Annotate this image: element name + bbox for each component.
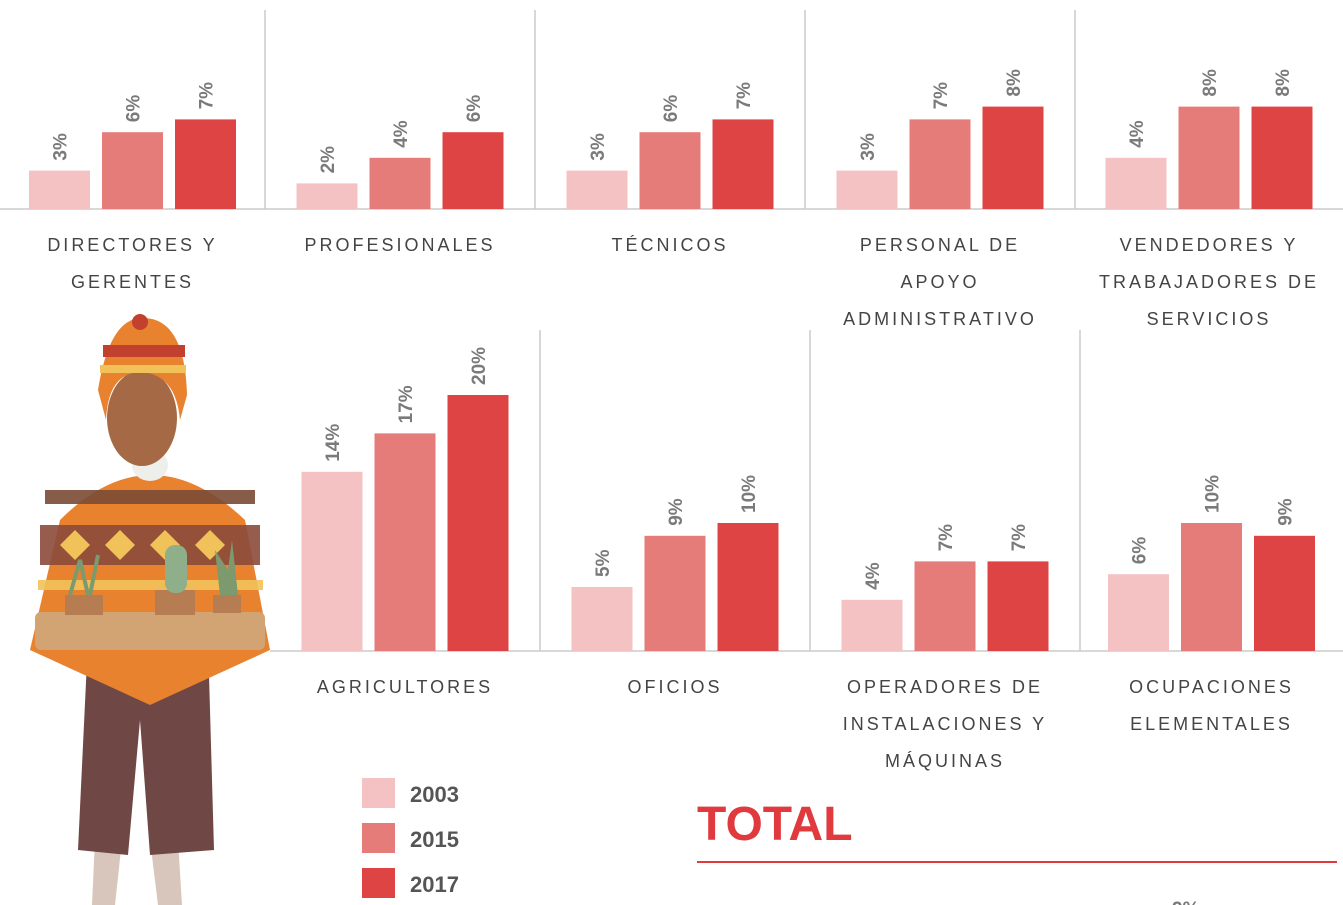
value-label: 7% <box>936 524 957 552</box>
value-label: 20% <box>469 347 490 385</box>
category-label: PROFESIONALES <box>280 227 520 264</box>
legend-label: 2015 <box>410 827 459 852</box>
bar <box>910 119 971 209</box>
value-label: 4% <box>391 120 412 148</box>
bar <box>915 561 976 651</box>
value-label: 10% <box>1203 475 1224 513</box>
value-label: 5% <box>593 549 614 577</box>
bar <box>1179 107 1240 209</box>
value-label: 6% <box>124 95 145 123</box>
value-label: 9% <box>666 498 687 526</box>
bar <box>302 472 363 651</box>
legend-swatch <box>362 868 395 898</box>
bar <box>175 119 236 209</box>
legend-label: 2017 <box>410 872 459 897</box>
bar <box>102 132 163 209</box>
bar <box>1108 574 1169 651</box>
bar <box>443 132 504 209</box>
legend-swatch <box>362 823 395 853</box>
value-label: 3% <box>51 133 72 161</box>
chart: TOTAL 9% 3% 6% 7% 2% 4% 6% 3% 6% 7% 3% 7% 8% 4% 8% 8% 1… <box>0 0 1343 905</box>
value-label: 4% <box>863 562 884 590</box>
bar <box>297 183 358 209</box>
bar <box>645 536 706 651</box>
value-label: 17% <box>396 385 417 423</box>
value-label: 8% <box>1004 69 1025 97</box>
illustration <box>30 314 270 905</box>
bar <box>842 600 903 651</box>
value-label: 4% <box>1127 120 1148 148</box>
category-label: OPERADORES DE INSTALACIONES Y MÁQUINAS <box>825 669 1065 780</box>
category-label: DIRECTORES Y GERENTES <box>13 227 253 301</box>
bar <box>567 171 628 209</box>
value-label: 8% <box>1200 69 1221 97</box>
value-label: 14% <box>323 424 344 462</box>
value-label: 6% <box>661 95 682 123</box>
bar <box>988 561 1049 651</box>
value-label: 6% <box>1130 537 1151 565</box>
value-label: 7% <box>931 82 952 110</box>
category-label: OFICIOS <box>555 669 795 706</box>
legend-label: 2003 <box>410 782 459 807</box>
bar <box>572 587 633 651</box>
bar <box>29 171 90 209</box>
page: {"chart_data": {"type": "bar", "categori… <box>0 0 1343 905</box>
total-label: 9% <box>1172 899 1200 905</box>
value-label: 10% <box>739 475 760 513</box>
bar <box>640 132 701 209</box>
bar <box>370 158 431 209</box>
bar <box>1254 536 1315 651</box>
value-label: 6% <box>464 95 485 123</box>
value-label: 8% <box>1273 69 1294 97</box>
bar <box>983 107 1044 209</box>
category-label: AGRICULTORES <box>285 669 525 706</box>
category-label: PERSONAL DE APOYO ADMINISTRATIVO <box>820 227 1060 338</box>
value-label: 7% <box>197 82 218 110</box>
bar <box>1252 107 1313 209</box>
category-label: VENDEDORES Y TRABAJADORES DE SERVICIOS <box>1089 227 1329 338</box>
value-label: 7% <box>1009 524 1030 552</box>
value-label: 7% <box>734 82 755 110</box>
value-label: 2% <box>318 146 339 174</box>
legend-swatch <box>362 778 395 808</box>
bar <box>375 433 436 651</box>
bar <box>1181 523 1242 651</box>
bar <box>837 171 898 209</box>
category-label: OCUPACIONES ELEMENTALES <box>1092 669 1332 743</box>
total-title: TOTAL <box>697 798 853 851</box>
value-label: 3% <box>858 133 879 161</box>
bar <box>713 119 774 209</box>
category-label: TÉCNICOS <box>550 227 790 264</box>
bar <box>448 395 509 651</box>
value-label: 3% <box>588 133 609 161</box>
bar <box>718 523 779 651</box>
value-label: 9% <box>1276 498 1297 526</box>
bar <box>1106 158 1167 209</box>
